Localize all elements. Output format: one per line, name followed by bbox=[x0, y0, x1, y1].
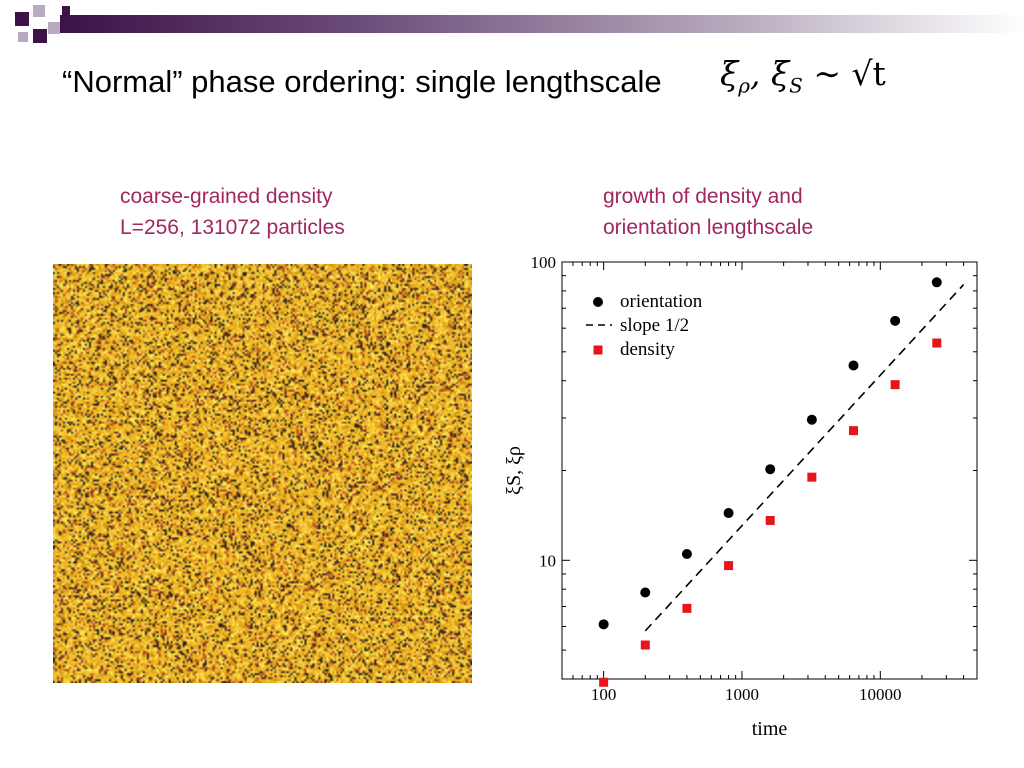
legend-density-marker bbox=[593, 345, 603, 355]
density-point bbox=[848, 426, 858, 436]
y-axis-label: ξS, ξρ bbox=[503, 446, 525, 495]
legend-label: slope 1/2 bbox=[620, 315, 689, 336]
orientation-point bbox=[681, 548, 692, 559]
x-tick-label: 10000 bbox=[859, 685, 902, 704]
title-accent-bar bbox=[60, 15, 1024, 33]
y-tick-label: 100 bbox=[531, 253, 557, 272]
slope-line bbox=[644, 284, 965, 632]
density-point bbox=[640, 640, 650, 650]
title-formula: ξρ, ξS ∼ √t bbox=[720, 54, 886, 98]
slide-title-text: “Normal” phase ordering: single lengthsc… bbox=[62, 63, 662, 99]
orientation-point bbox=[640, 587, 651, 598]
orientation-point bbox=[848, 360, 859, 371]
orientation-point bbox=[806, 414, 817, 425]
orientation-point bbox=[723, 508, 734, 519]
density-caption-line2: L=256, 131072 particles bbox=[120, 216, 345, 239]
density-point bbox=[890, 380, 900, 390]
lengthscale-chart: 100 1000 10000 10 100 time ξS, ξρ orientatio… bbox=[503, 253, 978, 740]
density-point bbox=[724, 561, 734, 571]
legend-label: orientation bbox=[620, 291, 703, 312]
growth-caption-line1: growth of density and bbox=[603, 185, 803, 208]
density-point bbox=[765, 515, 775, 525]
x-tick-label: 100 bbox=[591, 685, 617, 704]
y-tick-label: 10 bbox=[539, 551, 556, 570]
orientation-point bbox=[890, 315, 901, 326]
orientation-point bbox=[598, 619, 609, 630]
axis-ticks bbox=[561, 261, 978, 680]
density-caption: coarse-grained density L=256, 131072 par… bbox=[120, 181, 345, 243]
density-point bbox=[807, 472, 817, 482]
density-point bbox=[682, 603, 692, 613]
x-tick-label: 1000 bbox=[725, 685, 759, 704]
orientation-point bbox=[765, 464, 776, 475]
slide-title: “Normal” phase ordering: single lengthsc… bbox=[62, 54, 886, 100]
density-caption-line1: coarse-grained density bbox=[120, 185, 333, 208]
growth-caption: growth of density and orientation length… bbox=[603, 181, 813, 243]
growth-caption-line2: orientation lengthscale bbox=[603, 216, 814, 239]
coarse-grained-density-map bbox=[53, 264, 472, 683]
orientation-point bbox=[931, 277, 942, 288]
chart-legend: orientation slope 1/2 density bbox=[586, 291, 703, 360]
decorative-squares bbox=[15, 5, 70, 43]
legend-orientation-marker bbox=[593, 297, 603, 307]
legend-label: density bbox=[620, 339, 675, 360]
x-axis-label: time bbox=[752, 718, 788, 740]
density-point bbox=[599, 677, 609, 687]
density-point bbox=[932, 338, 942, 348]
